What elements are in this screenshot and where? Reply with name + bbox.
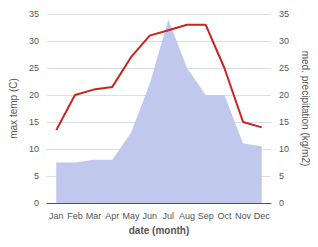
svg-text:date (month): date (month) [129, 225, 190, 236]
svg-text:Jul: Jul [163, 211, 175, 221]
svg-text:Nov: Nov [235, 211, 252, 221]
svg-text:5: 5 [34, 171, 39, 181]
svg-text:15: 15 [279, 117, 289, 127]
svg-text:med. precipitation (kg/m2): med. precipitation (kg/m2) [300, 51, 311, 167]
svg-text:Aug: Aug [179, 211, 195, 221]
svg-text:Dec: Dec [254, 211, 271, 221]
svg-text:0: 0 [279, 198, 284, 208]
svg-text:10: 10 [29, 144, 39, 154]
svg-text:Mar: Mar [86, 211, 102, 221]
svg-text:Feb: Feb [67, 211, 83, 221]
svg-text:30: 30 [279, 36, 289, 46]
svg-text:20: 20 [279, 90, 289, 100]
svg-text:15: 15 [29, 117, 39, 127]
svg-text:35: 35 [29, 9, 39, 19]
svg-text:5: 5 [279, 171, 284, 181]
svg-text:Jan: Jan [49, 211, 64, 221]
svg-text:20: 20 [29, 90, 39, 100]
svg-text:30: 30 [29, 36, 39, 46]
svg-text:Apr: Apr [105, 211, 119, 221]
svg-text:0: 0 [34, 198, 39, 208]
svg-text:25: 25 [279, 63, 289, 73]
svg-text:Jun: Jun [142, 211, 157, 221]
svg-text:10: 10 [279, 144, 289, 154]
svg-text:35: 35 [279, 9, 289, 19]
svg-text:25: 25 [29, 63, 39, 73]
svg-text:max temp (C): max temp (C) [8, 78, 19, 139]
svg-text:Oct: Oct [217, 211, 232, 221]
svg-text:Sep: Sep [198, 211, 214, 221]
svg-text:May: May [122, 211, 140, 221]
